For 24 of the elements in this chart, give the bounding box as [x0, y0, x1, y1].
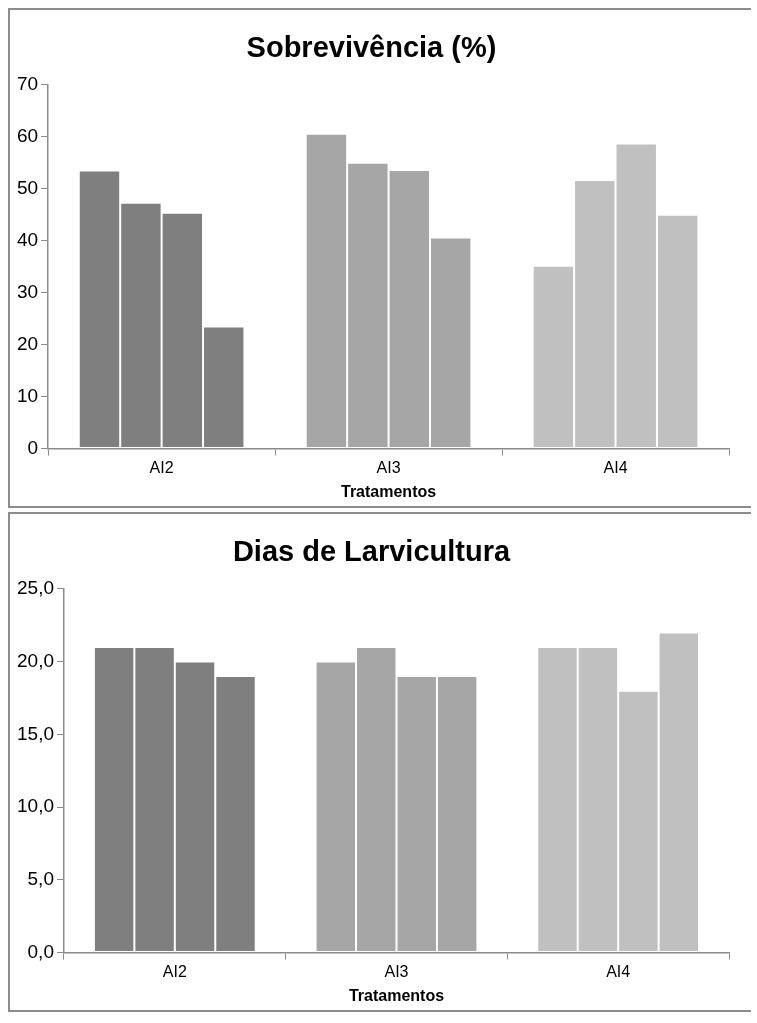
x-tick-label: AI4	[606, 962, 631, 980]
x-tick-label: AI3	[384, 962, 409, 980]
y-tick-label: 40	[16, 228, 39, 250]
chart-title: Dias de Larvicultura	[232, 535, 511, 568]
y-tick-label: 30	[16, 280, 39, 302]
x-tick-label: AI2	[162, 962, 187, 980]
y-tick-label: 20	[16, 332, 39, 354]
y-tick-label: 10,0	[17, 795, 54, 817]
chart-title: Sobrevivência (%)	[246, 31, 497, 64]
x-axis-title: Tratamentos	[348, 986, 445, 1004]
y-tick-label: 60	[16, 125, 39, 147]
y-tick-label: 0	[27, 436, 39, 458]
y-tick-label: 15,0	[17, 722, 54, 744]
y-tick-label: 25,0	[17, 577, 54, 599]
y-tick-label: 0,0	[27, 940, 54, 962]
x-axis-title: Tratamentos	[341, 482, 437, 500]
x-tick-label: AI4	[603, 458, 628, 476]
y-tick-label: 50	[16, 176, 39, 198]
y-tick-label: 5,0	[27, 868, 54, 890]
y-tick-label: 20,0	[17, 649, 54, 671]
x-tick-label: AI2	[149, 458, 174, 476]
y-tick-label: 10	[16, 384, 39, 406]
x-tick-label: AI3	[376, 458, 401, 476]
y-tick-label: 70	[16, 73, 39, 95]
